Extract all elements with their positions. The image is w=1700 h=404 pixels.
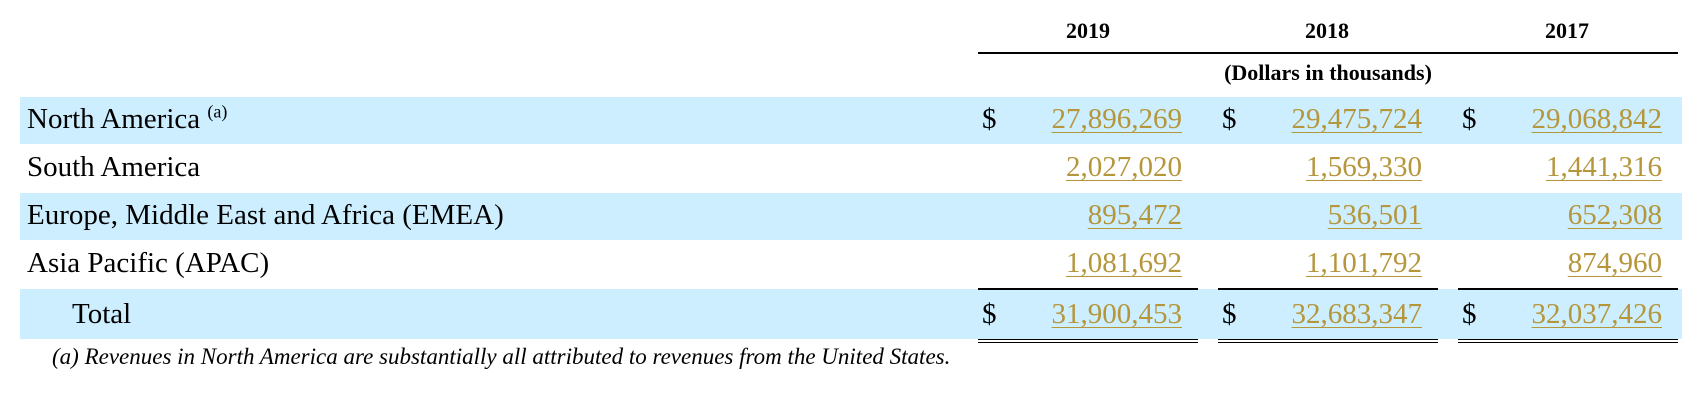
total-top-rule-2018	[1218, 288, 1438, 290]
footnote-marker: (a)	[207, 101, 228, 122]
row-label-total: Total	[72, 298, 132, 330]
dollar-sign: $	[1222, 298, 1237, 330]
dollar-sign: $	[1222, 103, 1237, 135]
row-band-north-america	[20, 97, 1682, 144]
row-band-total	[20, 289, 1682, 339]
header-year-2017: 2017	[1545, 18, 1589, 43]
dollar-sign: $	[982, 298, 997, 330]
total-double-rule-2018	[1218, 339, 1438, 340]
header-rule	[978, 52, 1678, 54]
dollar-sign: $	[1462, 298, 1477, 330]
value-total-2019[interactable]: 31,900,453	[1051, 298, 1183, 330]
row-label-text: North America	[27, 103, 201, 135]
header-year-2019: 2019	[1066, 18, 1110, 43]
value-apac-2017[interactable]: 874,960	[1567, 247, 1662, 279]
total-double-rule-2017	[1458, 342, 1678, 343]
value-emea-2017[interactable]: 652,308	[1567, 199, 1662, 231]
dollar-sign: $	[1462, 103, 1477, 135]
total-double-rule-2018	[1218, 342, 1438, 343]
total-double-rule-2019	[978, 339, 1198, 340]
total-double-rule-2017	[1458, 339, 1678, 340]
value-total-2017[interactable]: 32,037,426	[1531, 298, 1663, 330]
footnote-text: (a) Revenues in North America are substa…	[52, 344, 951, 369]
value-emea-2018[interactable]: 536,501	[1327, 199, 1422, 231]
header-year-2018: 2018	[1305, 18, 1349, 43]
value-south-america-2017[interactable]: 1,441,316	[1546, 151, 1662, 183]
row-label-apac: Asia Pacific (APAC)	[27, 247, 270, 279]
total-double-rule-2019	[978, 342, 1198, 343]
value-north-america-2018[interactable]: 29,475,724	[1291, 103, 1423, 135]
total-top-rule-2019	[978, 288, 1198, 290]
row-label-south-america: South America	[27, 151, 201, 183]
row-label-emea: Europe, Middle East and Africa (EMEA)	[27, 199, 504, 231]
units-label: (Dollars in thousands)	[1224, 60, 1432, 85]
value-north-america-2017[interactable]: 29,068,842	[1531, 103, 1663, 135]
dollar-sign: $	[982, 103, 997, 135]
row-band-emea	[20, 193, 1682, 240]
total-top-rule-2017	[1458, 288, 1678, 290]
value-north-america-2019[interactable]: 27,896,269	[1051, 103, 1183, 135]
row-label-north-america: North America (a)	[27, 102, 227, 136]
value-apac-2018[interactable]: 1,101,792	[1306, 247, 1422, 279]
value-total-2018[interactable]: 32,683,347	[1291, 298, 1423, 330]
value-south-america-2019[interactable]: 2,027,020	[1066, 151, 1182, 183]
value-apac-2019[interactable]: 1,081,692	[1066, 247, 1182, 279]
value-south-america-2018[interactable]: 1,569,330	[1306, 151, 1422, 183]
value-emea-2019[interactable]: 895,472	[1087, 199, 1182, 231]
